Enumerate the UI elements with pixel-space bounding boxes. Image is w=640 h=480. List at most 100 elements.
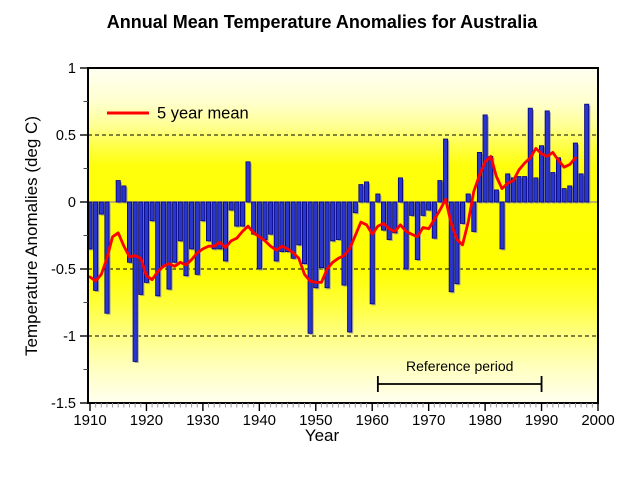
anomaly-bar-1998: [584, 103, 590, 203]
legend: 5 year mean: [107, 105, 249, 123]
anomaly-bar-1929: [194, 201, 200, 275]
anomaly-bar-1966: [403, 201, 409, 270]
anomaly-bar-1950: [313, 201, 319, 289]
anomaly-bar-1948: [301, 201, 307, 265]
anomaly-bar-1956: [347, 201, 353, 333]
y-axis-label: Temperature Anomalies (deg C): [22, 116, 41, 356]
anomaly-bar-1951: [318, 201, 324, 269]
x-tick-label: 1950: [299, 412, 332, 429]
anomaly-bar-1916: [121, 185, 127, 203]
x-tick-label: 1920: [130, 412, 163, 429]
reference-period-bracket: [376, 376, 543, 392]
reference-period-annotation: Reference period: [376, 358, 543, 392]
anomaly-bar-1970: [426, 201, 432, 211]
reference-period-label: Reference period: [406, 358, 513, 374]
anomaly-bar-1993: [555, 157, 561, 203]
anomaly-bar-1935: [228, 201, 234, 211]
x-tick-label: 1990: [525, 412, 558, 429]
anomaly-bar-1958: [358, 184, 364, 203]
anomaly-bar-1973: [443, 138, 449, 203]
x-tick-label: 1960: [356, 412, 389, 429]
anomaly-bar-1965: [397, 177, 403, 203]
x-tick-label: 1970: [412, 412, 445, 429]
anomaly-bar-1978: [471, 201, 477, 232]
anomaly-bar-1927: [183, 201, 189, 277]
anomaly-bar-1962: [381, 201, 387, 231]
anomaly-bar-1989: [533, 177, 539, 203]
anomaly-bar-1987: [522, 176, 528, 203]
anomaly-bar-1925: [172, 201, 178, 263]
anomaly-bar-1954: [335, 201, 341, 240]
anomaly-bar-1922: [155, 201, 161, 297]
y-tick-label: 0: [68, 195, 76, 211]
anomaly-bar-1994: [561, 188, 567, 203]
anomaly-bar-1926: [177, 201, 183, 242]
anomaly-bar-1919: [138, 201, 144, 295]
x-tick-label: 1930: [186, 412, 219, 429]
anomaly-bar-1933: [217, 201, 223, 250]
axis-ticks: [80, 67, 599, 411]
anomaly-bar-1930: [200, 201, 206, 222]
anomaly-bar-1918: [132, 201, 138, 362]
anomaly-bar-1972: [437, 180, 443, 203]
anomaly-bar-1990: [539, 145, 545, 203]
anomaly-bar-1928: [189, 201, 195, 250]
x-axis-label: Year: [305, 426, 340, 445]
anomaly-bar-1944: [279, 201, 285, 252]
anomaly-bar-1949: [307, 201, 313, 334]
legend-label: 5 year mean: [157, 105, 249, 123]
x-tick-label: 1940: [243, 412, 276, 429]
anomaly-bar-1997: [578, 173, 584, 203]
anomaly-bar-1937: [239, 201, 245, 227]
anomaly-bar-1980: [482, 114, 488, 203]
anomaly-bar-1959: [364, 181, 370, 203]
anomaly-bar-1924: [166, 201, 172, 290]
anomaly-bar-1963: [386, 201, 392, 240]
chart-title: Annual Mean Temperature Anomalies for Au…: [107, 12, 538, 32]
anomaly-bar-1974: [448, 201, 454, 293]
anomaly-bar-1923: [160, 201, 166, 267]
anomaly-bar-1942: [268, 201, 274, 235]
anomaly-bar-1921: [149, 201, 155, 222]
anomaly-bar-1977: [465, 193, 471, 203]
anomaly-bar-1931: [206, 201, 212, 242]
anomaly-bar-1943: [273, 201, 279, 262]
anomaly-bar-1936: [234, 201, 240, 227]
x-tick-label: 1980: [468, 412, 501, 429]
anomaly-bar-1976: [460, 201, 466, 224]
y-tick-label: -0.5: [51, 262, 76, 278]
anomaly-bar-1967: [409, 201, 415, 216]
anomaly-bar-1946: [290, 201, 296, 259]
anomaly-bar-1957: [352, 201, 358, 214]
anomaly-bar-1947: [296, 201, 302, 246]
anomaly-bar-1920: [143, 201, 149, 283]
y-tick-label: -1.5: [51, 396, 76, 412]
x-tick-label: 1910: [73, 412, 106, 429]
anomaly-bar-1961: [375, 193, 381, 203]
anomaly-bar-1984: [505, 173, 511, 203]
anomaly-bar-1983: [499, 201, 505, 250]
anomaly-bar-1969: [420, 201, 426, 216]
anomaly-bar-1938: [245, 161, 251, 203]
anomaly-bar-1917: [127, 201, 133, 263]
anomaly-bar-1968: [414, 201, 420, 261]
x-tick-label: 2000: [581, 412, 614, 429]
anomaly-bar-1934: [222, 201, 228, 262]
y-tick-label: 1: [68, 61, 76, 77]
anomaly-bar-1953: [330, 201, 336, 242]
anomaly-bar-1932: [211, 201, 217, 250]
anomaly-bar-1982: [493, 189, 499, 203]
anomaly-bar-1941: [262, 201, 268, 240]
anomaly-bar-1975: [454, 201, 460, 285]
y-tick-label: -1: [63, 329, 76, 345]
anomaly-bar-1911: [93, 201, 99, 291]
anomaly-bar-1992: [550, 172, 556, 203]
anomaly-bar-1955: [341, 201, 347, 286]
anomaly-bar-1915: [115, 180, 121, 203]
anomaly-bar-1952: [324, 201, 330, 289]
anomaly-bar-1986: [516, 176, 522, 203]
anomaly-bar-1995: [567, 185, 573, 203]
five-year-mean-line: [88, 146, 577, 284]
